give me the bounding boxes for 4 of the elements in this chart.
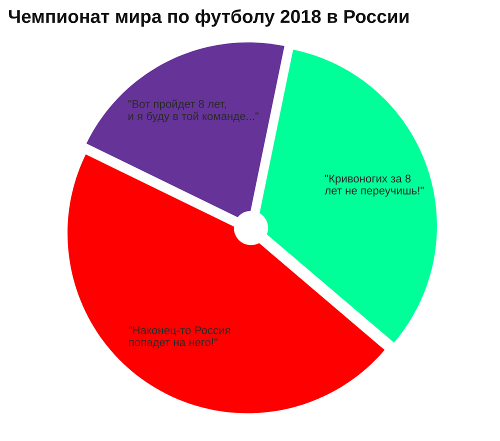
slice-label: "Кривоногих за 8 лет не переучишь!": [324, 174, 424, 197]
chart-title: Чемпионат мира по футболу 2018 в России: [9, 9, 408, 27]
slice-label: "Вот пройдет 8 лет, и я буду в той команде...": [128, 100, 259, 122]
slice-label: "Наконец-то Россия попадет на него!": [128, 326, 230, 348]
